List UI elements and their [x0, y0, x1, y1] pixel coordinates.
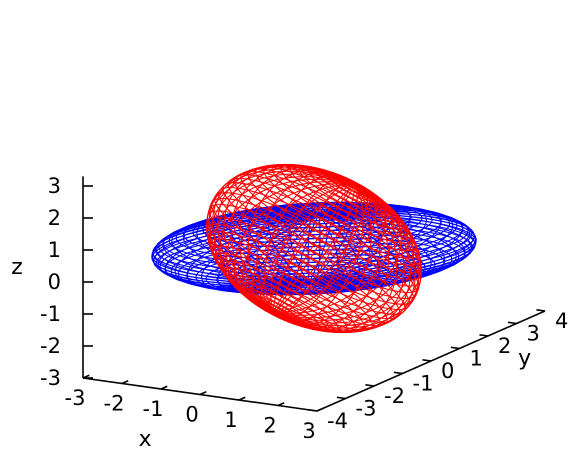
z-axis-title: z [11, 255, 23, 280]
meridian-line [308, 214, 380, 292]
y-axis-title: y [518, 346, 531, 371]
ellipsoid-surface-2 [206, 163, 422, 334]
meridian-line [256, 171, 355, 312]
axes [82, 176, 546, 412]
y-tick-mark [450, 346, 460, 350]
meridian-line [264, 174, 355, 312]
surfaces [151, 163, 477, 334]
meridian-line [230, 165, 355, 312]
x-tick-mark [160, 385, 168, 390]
meridian-line [201, 214, 320, 293]
x-tick-label: 0 [185, 403, 198, 427]
y-tick-mark [422, 358, 432, 362]
y-tick-label: 1 [470, 347, 483, 371]
x-tick-label: -3 [65, 386, 86, 410]
y-tick-label: -2 [384, 384, 405, 408]
x-tick-mark [199, 391, 207, 396]
meridian-line [308, 214, 361, 293]
meridian-line [247, 168, 355, 312]
z-tick-label: -2 [40, 334, 61, 358]
y-tick-mark [507, 321, 517, 325]
meridian-line [273, 179, 355, 312]
meridian-line [271, 185, 355, 316]
y-tick-label: -4 [327, 409, 348, 433]
meridian-line [273, 185, 398, 332]
x-tick-mark [238, 396, 246, 401]
meridian-line [273, 185, 420, 333]
z-tick-label: 0 [48, 270, 61, 294]
y-tick-mark [479, 333, 489, 337]
z-tick-label: 2 [48, 206, 61, 230]
meridian-line [273, 184, 369, 312]
meridian-line [238, 166, 355, 312]
y-tick-mark [308, 408, 318, 412]
x-tick-mark [277, 402, 285, 407]
y-tick-mark [393, 371, 403, 375]
meridian-line [273, 185, 377, 312]
meridian-line [208, 164, 355, 312]
x-tick-mark [121, 380, 129, 385]
meridian-line [153, 214, 319, 285]
y-tick-label: -3 [356, 397, 377, 421]
meridian-line [267, 204, 320, 283]
y-tick-label: 3 [527, 322, 540, 346]
meridian-line [273, 181, 357, 312]
meridian-line [273, 185, 358, 321]
y-tick-label: -1 [413, 372, 434, 396]
z-tick-label: -3 [40, 366, 61, 390]
meridian-line [270, 176, 355, 312]
y-tick-mark [336, 396, 346, 400]
meridian-line [209, 173, 355, 312]
x-tick-mark [316, 407, 324, 412]
y-tick-label: 2 [498, 334, 511, 358]
meridian-line [273, 185, 355, 318]
x-axis-title: x [139, 427, 152, 452]
z-tick-label: 1 [48, 238, 61, 262]
meridian-line [151, 214, 319, 284]
meridian-line [308, 204, 427, 283]
z-tick-label: -1 [40, 302, 61, 326]
y-tick-mark [536, 308, 546, 312]
meridian-line [273, 185, 372, 326]
meridian-line [273, 183, 362, 312]
x-tick-label: 2 [263, 414, 276, 438]
meridian-line [273, 185, 390, 331]
x-tick-label: -2 [104, 392, 125, 416]
y-tick-mark [365, 383, 375, 387]
meridian-line [309, 213, 477, 283]
y-tick-label: 4 [555, 309, 568, 333]
z-tick-label: 3 [48, 174, 61, 198]
x-tick-label: 1 [224, 408, 237, 432]
meridian-line [273, 185, 419, 324]
x-tick-label: 3 [302, 419, 315, 443]
x-tick-label: -1 [143, 397, 164, 421]
meridian-line [273, 185, 364, 323]
y-tick-label: 0 [441, 359, 454, 383]
meridian-line [309, 212, 475, 283]
